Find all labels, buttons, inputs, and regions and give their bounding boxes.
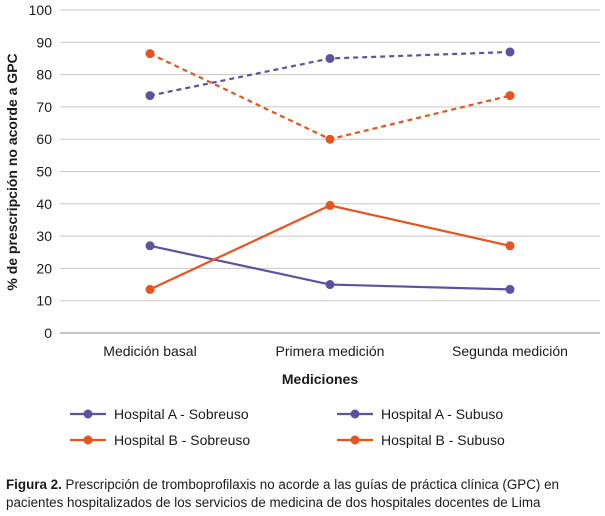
series-hospital-b-subuso xyxy=(145,49,515,144)
legend-item: Hospital B - Sobreuso xyxy=(70,432,250,448)
data-point xyxy=(145,91,155,101)
y-axis-title: % de prescripción no acorde a GPC xyxy=(4,53,20,290)
data-point xyxy=(145,241,155,251)
caption-text: Prescripción de tromboprofilaxis no acor… xyxy=(6,477,559,510)
legend-label: Hospital A - Subuso xyxy=(381,406,503,422)
legend-label: Hospital B - Sobreuso xyxy=(114,432,250,448)
series-line xyxy=(149,204,511,291)
data-point xyxy=(505,241,515,251)
y-tick-label: 60 xyxy=(36,131,52,147)
data-point xyxy=(325,200,335,210)
y-tick-label: 10 xyxy=(36,293,52,309)
y-tick-label: 50 xyxy=(36,164,52,180)
legend-swatch-marker xyxy=(83,435,93,445)
x-axis-title: Mediciones xyxy=(282,371,358,387)
data-point xyxy=(325,280,335,290)
series-hospital-a-subuso xyxy=(145,47,515,101)
data-point xyxy=(505,284,515,294)
legend-swatch-marker xyxy=(350,409,360,419)
data-point xyxy=(145,49,155,59)
series-line xyxy=(149,52,511,141)
data-point xyxy=(505,91,515,101)
y-tick-label: 0 xyxy=(44,325,52,341)
y-tick-label: 90 xyxy=(36,34,52,50)
x-tick-labels: Medición basal Primera medición Segunda me… xyxy=(103,343,568,359)
figure-caption: Figura 2. Prescripción de tromboprofilax… xyxy=(6,476,602,512)
y-tick-label: 80 xyxy=(36,67,52,83)
legend: Hospital A - Sobreuso Hospital A - Subuso… xyxy=(70,406,505,448)
y-tick-label: 70 xyxy=(36,99,52,115)
y-tick-label: 100 xyxy=(29,2,53,18)
data-point xyxy=(145,284,155,294)
y-tick-labels: 0 10 20 30 40 50 60 70 80 90 100 xyxy=(29,2,53,341)
data-point xyxy=(505,47,515,57)
legend-swatch-marker xyxy=(350,435,360,445)
series-lines xyxy=(145,47,515,294)
legend-label: Hospital B - Subuso xyxy=(381,432,505,448)
y-tick-label: 40 xyxy=(36,196,52,212)
legend-item: Hospital A - Sobreuso xyxy=(70,406,249,422)
figure-label: Figura 2. xyxy=(6,477,62,492)
legend-swatch-marker xyxy=(83,409,93,419)
x-tick-label: Segunda medición xyxy=(452,343,568,359)
line-chart: 0 10 20 30 40 50 60 70 80 90 100 Medición basal Pri… xyxy=(4,2,600,448)
series-hospital-b-sobreuso xyxy=(145,200,515,294)
legend-item: Hospital A - Subuso xyxy=(337,406,503,422)
legend-item: Hospital B - Subuso xyxy=(337,432,505,448)
data-point xyxy=(325,53,335,63)
x-tick-label: Medición basal xyxy=(103,343,196,359)
y-tick-label: 20 xyxy=(36,260,52,276)
series-hospital-a-sobreuso xyxy=(145,241,515,294)
legend-label: Hospital A - Sobreuso xyxy=(114,406,249,422)
x-tick-label: Primera medición xyxy=(276,343,385,359)
data-point xyxy=(325,134,335,144)
y-tick-label: 30 xyxy=(36,228,52,244)
